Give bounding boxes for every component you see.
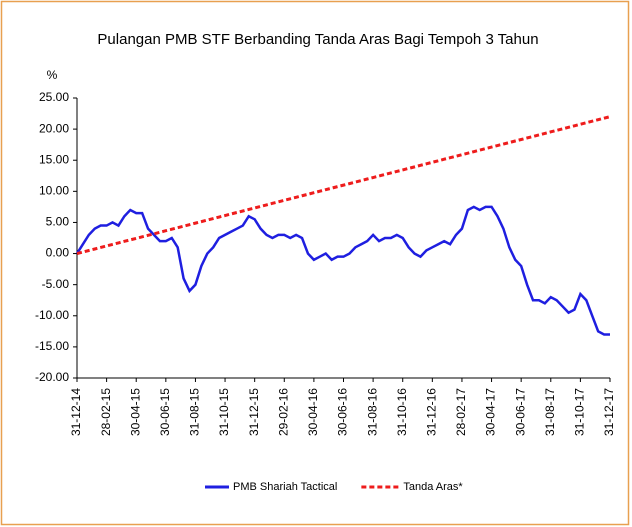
x-tick-label: 31-12-14 xyxy=(69,388,83,436)
y-tick-label: 10.00 xyxy=(39,184,69,198)
x-tick-label: 31-08-17 xyxy=(543,388,557,436)
x-tick-label: 30-04-16 xyxy=(306,388,320,436)
x-tick-label: 28-02-17 xyxy=(454,388,468,436)
x-tick-label: 30-06-16 xyxy=(336,388,350,436)
x-tick-label: 29-02-16 xyxy=(276,388,290,436)
x-tick-label: 31-10-17 xyxy=(573,388,587,436)
y-tick-label: -15.00 xyxy=(35,339,69,353)
x-tick-label: 30-04-17 xyxy=(484,388,498,436)
x-tick-label: 30-04-15 xyxy=(128,388,142,436)
legend-label: Tanda Aras* xyxy=(403,481,463,493)
x-tick-label: 28-02-15 xyxy=(99,388,113,436)
y-tick-label: -20.00 xyxy=(35,370,69,384)
series-line xyxy=(76,115,611,256)
y-tick-label: 5.00 xyxy=(46,215,70,229)
y-axis-label: % xyxy=(47,68,58,82)
y-tick-label: -5.00 xyxy=(42,277,70,291)
y-tick-label: 25.00 xyxy=(39,90,69,104)
chart-title: Pulangan PMB STF Berbanding Tanda Aras B… xyxy=(97,31,538,48)
x-tick-label: 31-08-16 xyxy=(365,388,379,436)
x-tick-label: 31-10-16 xyxy=(395,388,409,436)
x-tick-label: 31-10-15 xyxy=(217,388,231,436)
legend-label: PMB Shariah Tactical xyxy=(233,481,337,493)
x-tick-label: 31-12-15 xyxy=(247,388,261,436)
x-tick-label: 30-06-15 xyxy=(158,388,172,436)
x-tick-label: 31-08-15 xyxy=(188,388,202,436)
x-tick-label: 31-12-17 xyxy=(602,388,616,436)
series-line xyxy=(75,205,610,336)
y-tick-label: -10.00 xyxy=(35,308,69,322)
x-tick-label: 31-12-16 xyxy=(425,388,439,436)
y-tick-label: 0.00 xyxy=(46,246,70,260)
x-tick-label: 30-06-17 xyxy=(513,388,527,436)
y-tick-label: 20.00 xyxy=(39,121,69,135)
y-tick-label: 15.00 xyxy=(39,152,69,166)
